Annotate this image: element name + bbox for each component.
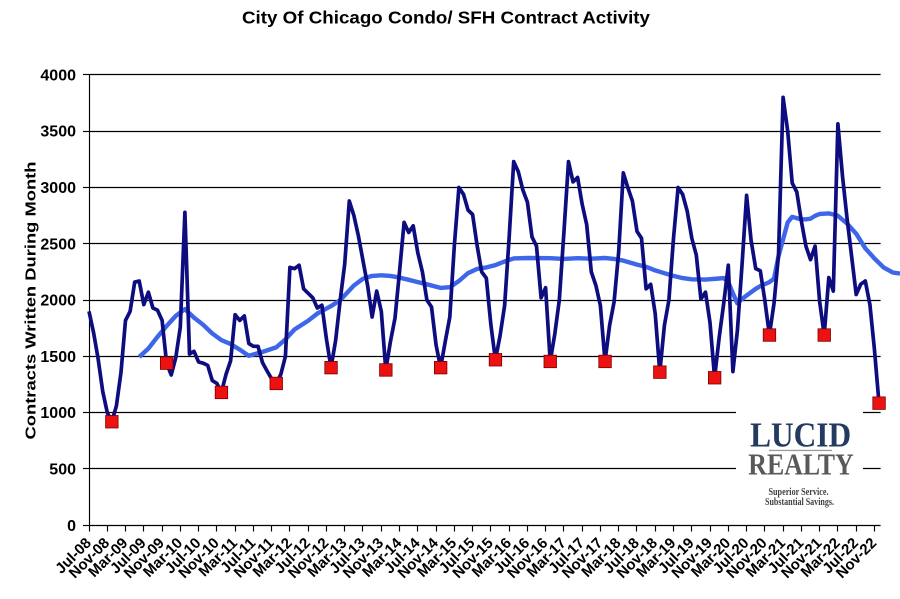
svg-text:4000: 4000 xyxy=(40,67,76,84)
svg-text:3500: 3500 xyxy=(40,124,76,141)
svg-text:2500: 2500 xyxy=(40,236,76,253)
svg-text:LUCID: LUCID xyxy=(750,416,851,455)
svg-text:Superior Service.: Superior Service. xyxy=(769,487,829,498)
svg-text:1000: 1000 xyxy=(40,405,76,422)
svg-text:Substantial Savings.: Substantial Savings. xyxy=(765,497,834,508)
svg-text:City Of Chicago Condo/ SFH Con: City Of Chicago Condo/ SFH Contract Acti… xyxy=(242,8,650,28)
svg-text:1500: 1500 xyxy=(40,349,76,366)
svg-text:500: 500 xyxy=(49,462,76,479)
svg-text:Contracts Written During Month: Contracts Written During Month xyxy=(22,161,39,439)
svg-text:3000: 3000 xyxy=(40,180,76,197)
svg-text:REALTY: REALTY xyxy=(748,447,853,482)
svg-text:2000: 2000 xyxy=(40,293,76,310)
svg-text:0: 0 xyxy=(67,518,76,535)
